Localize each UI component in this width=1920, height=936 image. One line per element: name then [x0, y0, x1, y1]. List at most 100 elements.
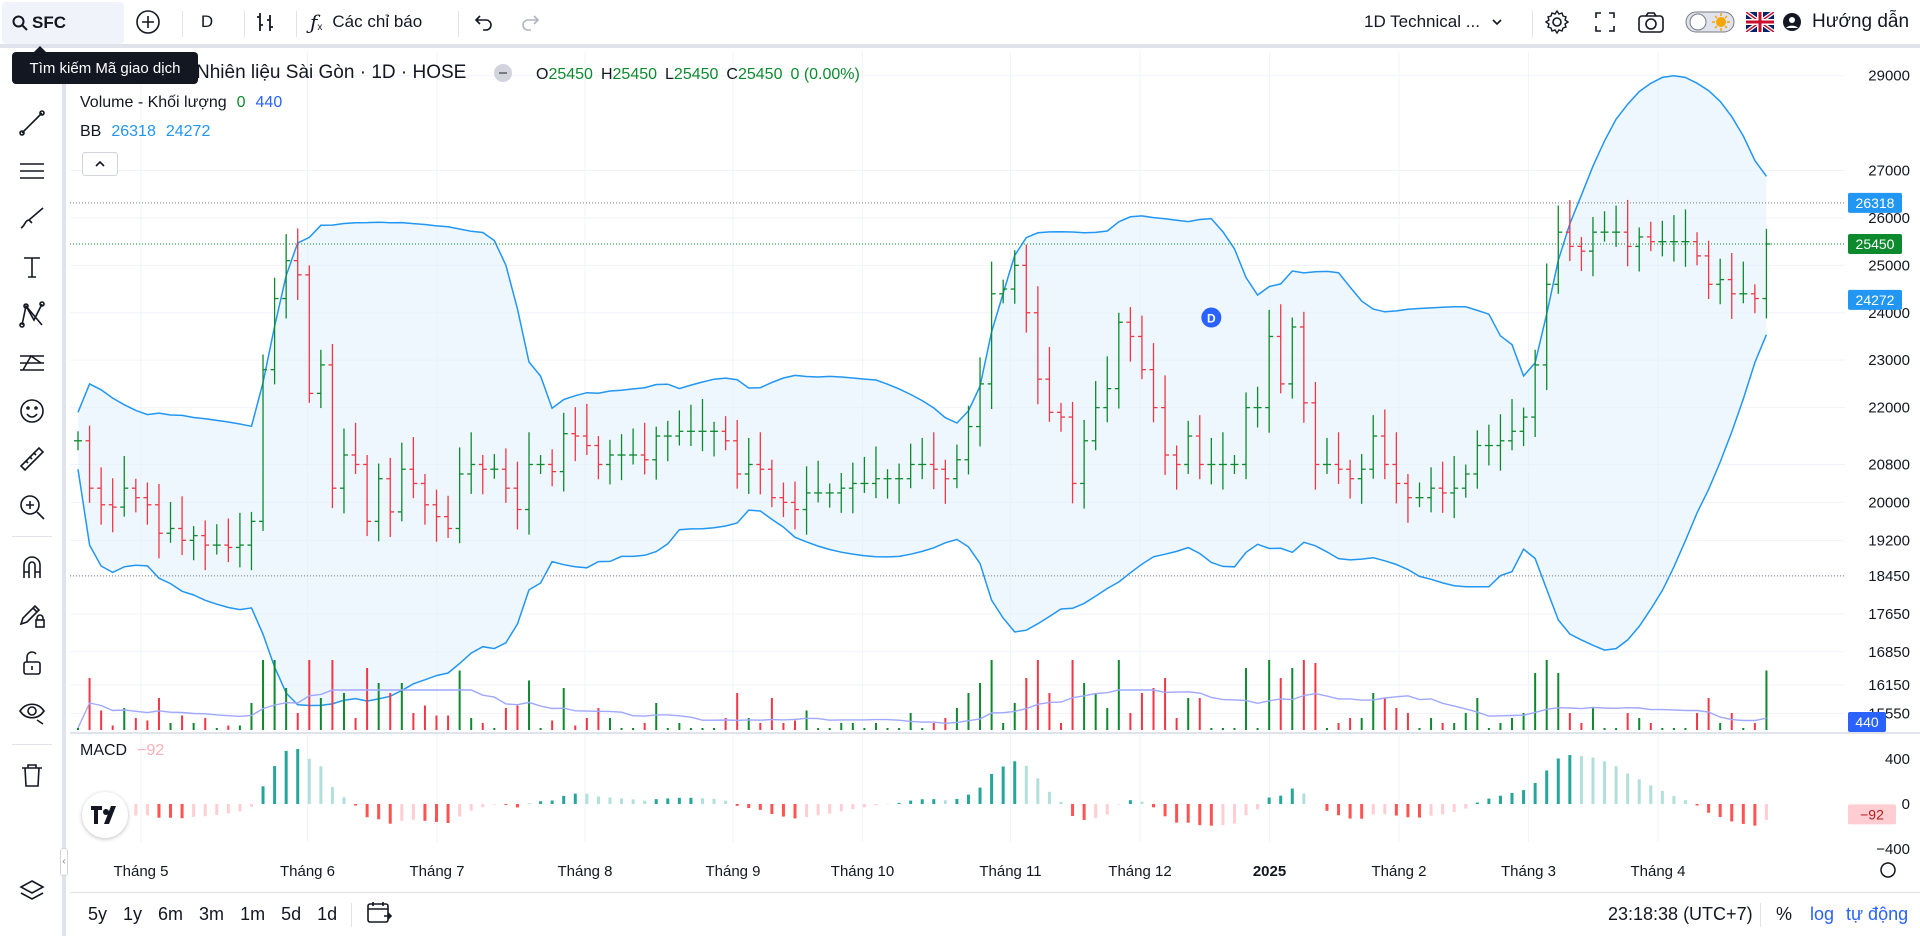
function-icon: ƒ [310, 10, 318, 34]
horizontal-lines-tool[interactable] [13, 152, 51, 190]
interval-button[interactable]: D [200, 12, 214, 31]
pattern-tool[interactable] [13, 296, 51, 334]
trend-line-tool[interactable] [13, 104, 51, 142]
chart-area[interactable]: Tháng 5 Tháng 6 Tháng 7 Tháng 8 Tháng 9 Tháng… [70, 52, 1920, 882]
bottom-toolbar: 5y 1y 6m 3m 1m 5d 1d 23:18:38 (UTC+7) % … [70, 892, 1920, 936]
chevron-up-icon [95, 160, 105, 167]
price-axis-label: 27000 [1868, 163, 1910, 180]
range-1m[interactable]: 1m [240, 904, 266, 924]
settings-button[interactable] [1540, 3, 1574, 41]
layout-name: 1D Technical ... [1364, 12, 1480, 31]
emoji-tool[interactable] [13, 392, 51, 430]
last-price-tag: 25450 [1856, 236, 1895, 252]
smile-icon [20, 399, 44, 423]
bb-upper-tag: 26318 [1856, 195, 1895, 211]
indicators-label: Các chỉ báo [332, 12, 423, 31]
drawing-toolbar: ‹ [0, 52, 68, 936]
price-axis-label: 25000 [1868, 257, 1910, 274]
auto-scale-toggle[interactable]: tự động [1846, 904, 1909, 924]
price-axis-label: 16850 [1868, 644, 1910, 661]
time-axis-label: Tháng 8 [557, 863, 612, 880]
price-axis-label: 29000 [1868, 68, 1910, 85]
range-5d[interactable]: 5d [281, 904, 302, 924]
time-axis-label: Tháng 9 [705, 863, 760, 880]
guide-button[interactable]: Hướng dẫn [1782, 3, 1918, 41]
delete-tool[interactable] [13, 756, 51, 794]
bars-chart-icon [257, 13, 273, 31]
open-value: 25450 [548, 66, 593, 83]
redo-button[interactable] [516, 3, 544, 41]
unlock-tool[interactable] [13, 644, 51, 682]
log-toggle[interactable]: log [1810, 904, 1835, 924]
price-axis-label: 23000 [1868, 352, 1910, 369]
time-axis-label: Tháng 3 [1501, 863, 1556, 880]
sun-toggle-icon [1685, 11, 1735, 33]
price-axis-label: 22000 [1868, 400, 1910, 417]
legend-collapse-button[interactable] [82, 152, 118, 176]
dividend-marker-icon [1201, 307, 1222, 328]
language-button[interactable] [1746, 3, 1774, 41]
volume-value-1: 0 [236, 94, 246, 111]
market-status-icon[interactable] [494, 64, 512, 82]
bb-upper-value: 26318 [111, 123, 156, 140]
compare-add-button[interactable] [132, 3, 164, 41]
ruler-icon [19, 446, 45, 472]
bb-fill [78, 75, 1767, 706]
undo-button[interactable] [470, 3, 498, 41]
magnet-icon [23, 556, 41, 578]
fullscreen-button[interactable] [1588, 3, 1622, 41]
text-tool[interactable] [13, 248, 51, 286]
price-axis-label: 18450 [1868, 568, 1910, 585]
unlock-icon [23, 651, 41, 675]
object-tree-button[interactable] [13, 872, 51, 910]
pattern-icon [19, 301, 45, 328]
volume-legend: Volume - Khối lượng 0 440 [80, 94, 282, 112]
toolbar-collapse-handle[interactable]: ‹ [60, 848, 68, 876]
layout-menu-button[interactable]: 1D Technical ... [1364, 3, 1524, 41]
screenshot-button[interactable] [1634, 3, 1668, 41]
forecast-tool[interactable] [13, 344, 51, 382]
layers-icon [19, 880, 45, 900]
time-axis-label: Tháng 6 [280, 863, 335, 880]
range-3m[interactable]: 3m [199, 904, 225, 924]
eye-icon [19, 703, 45, 725]
lock-drawing-tool[interactable] [13, 596, 51, 634]
volume-label: Volume - Khối lượng [80, 94, 227, 111]
percent-toggle[interactable]: % [1776, 904, 1793, 924]
clock-time[interactable]: 23:18:38 (UTC+7) [1608, 904, 1753, 924]
range-1d[interactable]: 1d [317, 904, 338, 924]
zoom-tool[interactable] [13, 488, 51, 526]
forecast-icon [20, 354, 44, 371]
magnet-tool[interactable] [13, 548, 51, 586]
goto-date-button[interactable] [366, 900, 393, 929]
camera-icon [1638, 12, 1664, 33]
chevron-down-icon [1492, 19, 1502, 26]
macd-axis-label: 400 [1885, 751, 1910, 768]
bb-upper-tag-bg [1848, 192, 1902, 213]
symbol-search-button[interactable]: SFC [2, 2, 124, 44]
fullscreen-icon [1595, 12, 1615, 32]
range-5y[interactable]: 5y [88, 904, 108, 924]
range-1y[interactable]: 1y [123, 904, 143, 924]
redo-icon [522, 15, 540, 31]
macd-value: −92 [137, 742, 165, 759]
theme-toggle[interactable] [1684, 3, 1736, 41]
brush-tool[interactable] [13, 200, 51, 238]
gear-icon [1544, 9, 1570, 35]
uk-flag-icon [1746, 12, 1774, 32]
macd-axis-label: −400 [1876, 841, 1910, 858]
volume-value-2: 440 [255, 94, 283, 111]
bb-lower-tag: 24272 [1856, 292, 1895, 308]
price-axis-label: 20000 [1868, 494, 1910, 511]
ohlc-legend: O 25450 H 25450 L 25450 C 25450 0 (0.00%) [536, 66, 860, 83]
range-6m[interactable]: 6m [158, 904, 184, 924]
measure-tool[interactable] [13, 440, 51, 478]
tradingview-logo[interactable] [82, 792, 128, 838]
chart-canvas[interactable]: Tháng 5 Tháng 6 Tháng 7 Tháng 8 Tháng 9 Tháng… [70, 52, 1920, 882]
text-icon [24, 257, 40, 278]
zoom-in-icon [20, 495, 45, 520]
visibility-tool[interactable] [13, 692, 51, 730]
chart-type-button[interactable] [252, 3, 280, 41]
tv-logo-icon [91, 806, 116, 824]
indicators-button[interactable]: ƒ x Các chỉ báo [310, 3, 450, 41]
